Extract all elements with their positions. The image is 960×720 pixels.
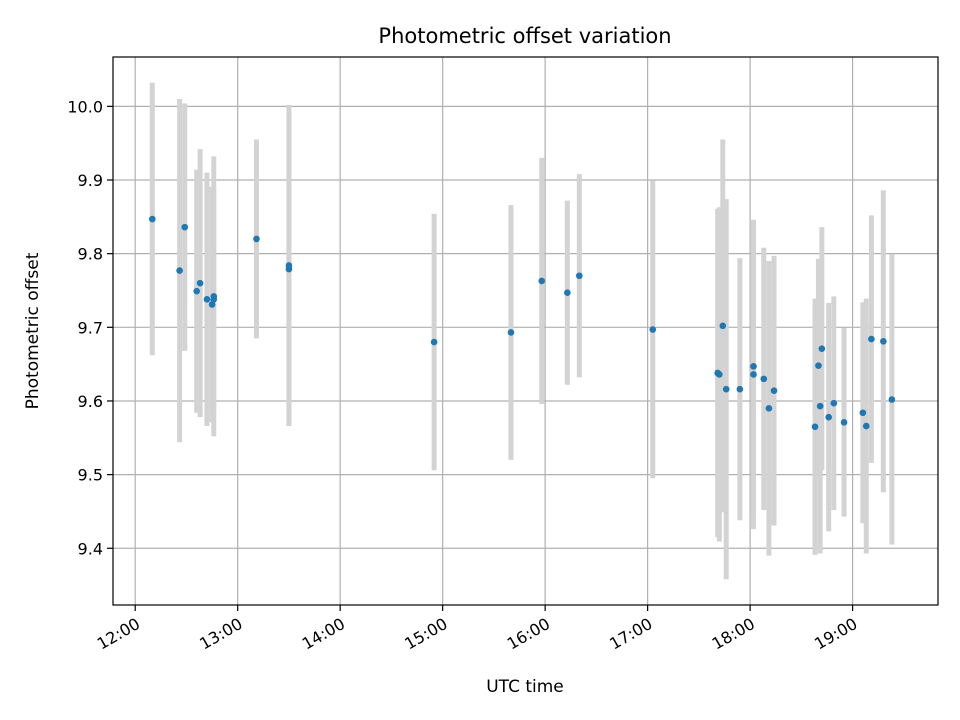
data-point: [760, 375, 768, 383]
y-tick-label: 9.7: [78, 318, 103, 337]
data-point: [176, 267, 183, 274]
data-point: [285, 265, 293, 273]
data-point: [736, 385, 744, 393]
y-tick-label: 10.0: [67, 97, 103, 116]
data-points: [148, 215, 896, 431]
data-point: [203, 296, 211, 303]
data-point: [770, 387, 778, 394]
data-point: [716, 371, 723, 378]
data-point: [750, 371, 757, 378]
data-point: [818, 345, 826, 352]
data-point: [649, 326, 657, 333]
y-tick-label: 9.8: [78, 245, 103, 264]
data-point: [430, 338, 438, 346]
data-point: [868, 335, 875, 343]
data-point: [181, 223, 189, 231]
data-point: [765, 405, 773, 412]
data-point: [538, 277, 546, 285]
grid-lines: [113, 57, 938, 605]
data-point: [840, 419, 848, 426]
y-tick-label: 9.9: [78, 171, 103, 190]
data-point: [859, 409, 867, 417]
data-point: [862, 422, 870, 430]
data-point: [210, 296, 218, 303]
data-point: [148, 215, 156, 223]
data-point: [576, 272, 583, 280]
y-tick-label: 9.4: [78, 539, 103, 558]
y-tick-label: 9.5: [78, 466, 103, 485]
data-point: [253, 235, 260, 243]
data-point: [564, 289, 571, 296]
x-axis-title: UTC time: [486, 677, 564, 697]
chart-title: Photometric offset variation: [378, 24, 671, 48]
data-point: [811, 423, 819, 431]
data-point: [830, 399, 838, 407]
y-axis-ticks: 9.4 9.5 9.6 9.7 9.8 9.9 10.0: [67, 97, 113, 558]
data-point: [815, 362, 822, 369]
data-point: [880, 338, 887, 345]
data-point: [208, 301, 216, 308]
y-axis-title: Photometric offset: [23, 252, 43, 409]
data-point: [722, 385, 730, 393]
data-point: [196, 279, 204, 287]
y-tick-label: 9.6: [78, 392, 103, 411]
data-point: [507, 329, 515, 336]
data-point: [193, 287, 200, 295]
data-point: [750, 363, 757, 370]
data-point: [816, 402, 824, 410]
data-point: [888, 396, 896, 403]
data-point: [719, 322, 727, 330]
data-point: [825, 413, 832, 421]
plot-frame: [112, 56, 939, 606]
